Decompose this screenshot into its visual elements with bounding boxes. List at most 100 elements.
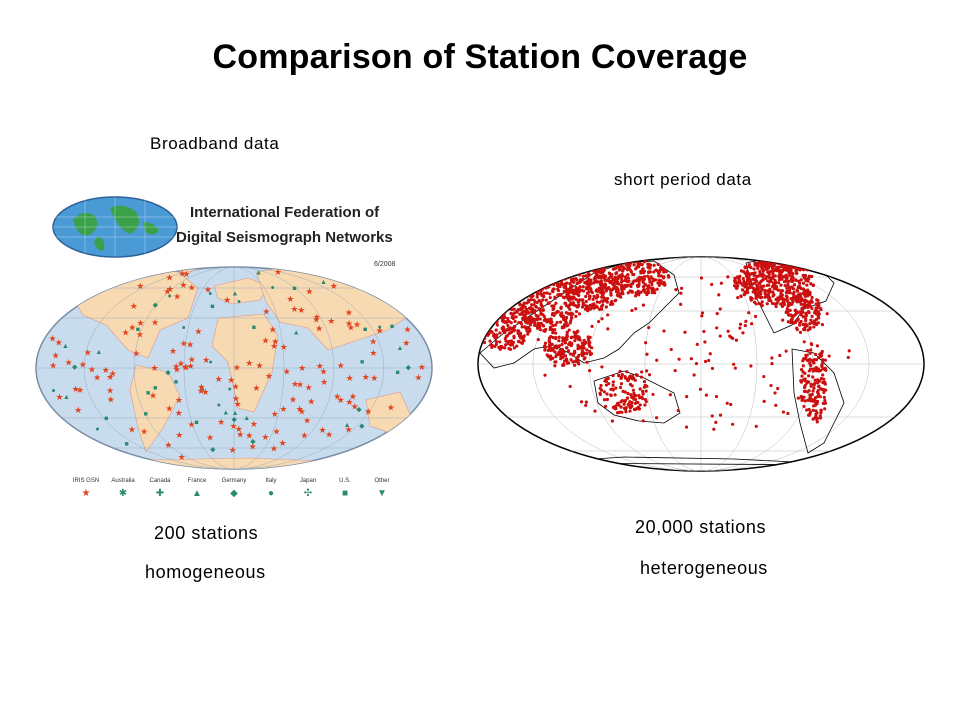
station-dot	[555, 320, 559, 325]
station-dot	[780, 289, 785, 293]
station-dot	[704, 393, 708, 397]
station-dot	[808, 259, 812, 263]
station-marker: ★	[369, 348, 377, 358]
station-dot	[611, 405, 615, 409]
station-dot	[811, 263, 815, 267]
station-dot	[573, 363, 577, 367]
station-dot	[500, 307, 504, 311]
station-marker: ★	[274, 267, 282, 277]
station-dot	[626, 378, 630, 382]
station-dot	[807, 374, 811, 378]
station-dot	[813, 381, 817, 386]
station-dot	[847, 349, 851, 353]
station-dot	[578, 268, 583, 273]
station-dot	[822, 390, 826, 394]
station-dot	[512, 300, 516, 304]
station-dot	[787, 271, 791, 276]
station-dot	[799, 368, 804, 372]
station-dot	[545, 291, 549, 295]
station-dot	[816, 378, 820, 382]
station-dot	[775, 287, 779, 291]
station-dot	[813, 309, 817, 313]
station-dot	[539, 312, 543, 316]
station-marker: ★	[106, 372, 114, 382]
station-dot	[478, 322, 481, 326]
station-dot	[647, 373, 652, 377]
station-dot	[751, 290, 755, 294]
station-dot	[805, 283, 809, 287]
station-dot	[597, 286, 601, 290]
station-dot	[512, 325, 516, 329]
station-dot	[529, 307, 534, 311]
station-dot	[710, 282, 714, 287]
station-dot	[815, 381, 820, 385]
station-marker: ■	[174, 379, 178, 386]
station-dot	[815, 399, 820, 403]
station-dot	[799, 313, 803, 317]
station-dot	[479, 322, 484, 326]
station-dot	[804, 261, 808, 265]
station-dot	[646, 270, 651, 274]
station-marker: ★	[187, 419, 195, 429]
station-dot	[623, 398, 627, 403]
station-dot	[506, 304, 510, 308]
station-dot	[760, 304, 764, 308]
station-dot	[639, 271, 643, 275]
station-dot	[707, 358, 711, 363]
station-dot	[516, 329, 521, 333]
station-dot	[648, 286, 652, 290]
station-dot	[812, 261, 816, 265]
station-marker: ★	[345, 425, 353, 435]
station-dot	[797, 261, 801, 265]
station-dot	[808, 393, 812, 397]
station-dot	[582, 267, 586, 271]
station-dot	[758, 291, 762, 295]
station-dot	[651, 287, 655, 291]
legend-label: Australia	[111, 478, 135, 484]
station-dot	[553, 364, 557, 368]
station-dot	[714, 420, 718, 424]
station-marker: ▲	[222, 410, 229, 417]
station-dot	[545, 281, 549, 285]
station-dot	[543, 348, 547, 352]
station-dot	[563, 354, 568, 358]
fdsn-logo-line1: International Federation of	[190, 204, 380, 221]
station-dot	[748, 277, 752, 282]
station-marker: ★	[291, 379, 299, 389]
station-dot	[496, 308, 500, 312]
station-dot	[567, 361, 571, 365]
station-dot	[783, 258, 787, 263]
station-marker: ★	[130, 301, 138, 311]
station-dot	[640, 370, 644, 374]
station-dot	[532, 275, 537, 279]
station-marker: ★	[271, 337, 279, 347]
station-dot	[625, 370, 629, 374]
station-marker: ★	[345, 318, 353, 328]
station-marker: ◆	[210, 446, 216, 453]
station-dot	[652, 270, 656, 274]
station-dot	[662, 329, 666, 333]
station-dot	[609, 393, 613, 397]
station-dot	[537, 278, 542, 282]
station-dot	[810, 314, 814, 319]
station-marker: ■	[252, 325, 256, 332]
station-dot	[582, 303, 586, 307]
station-dot	[618, 410, 622, 414]
station-dot	[781, 410, 786, 414]
station-dot	[812, 386, 816, 390]
station-dot	[528, 283, 533, 287]
station-dot	[500, 345, 504, 350]
station-marker: ■	[210, 304, 214, 311]
station-dot	[551, 331, 555, 335]
station-dot	[499, 301, 503, 305]
station-dot	[626, 276, 631, 280]
station-dot	[776, 257, 780, 261]
station-marker: ★	[188, 354, 196, 364]
station-dot	[564, 303, 569, 308]
station-dot	[478, 322, 482, 326]
station-marker: ★	[236, 429, 244, 439]
station-dot	[785, 307, 789, 311]
station-dot	[743, 324, 747, 328]
station-dot	[505, 302, 509, 307]
station-dot	[532, 278, 536, 282]
